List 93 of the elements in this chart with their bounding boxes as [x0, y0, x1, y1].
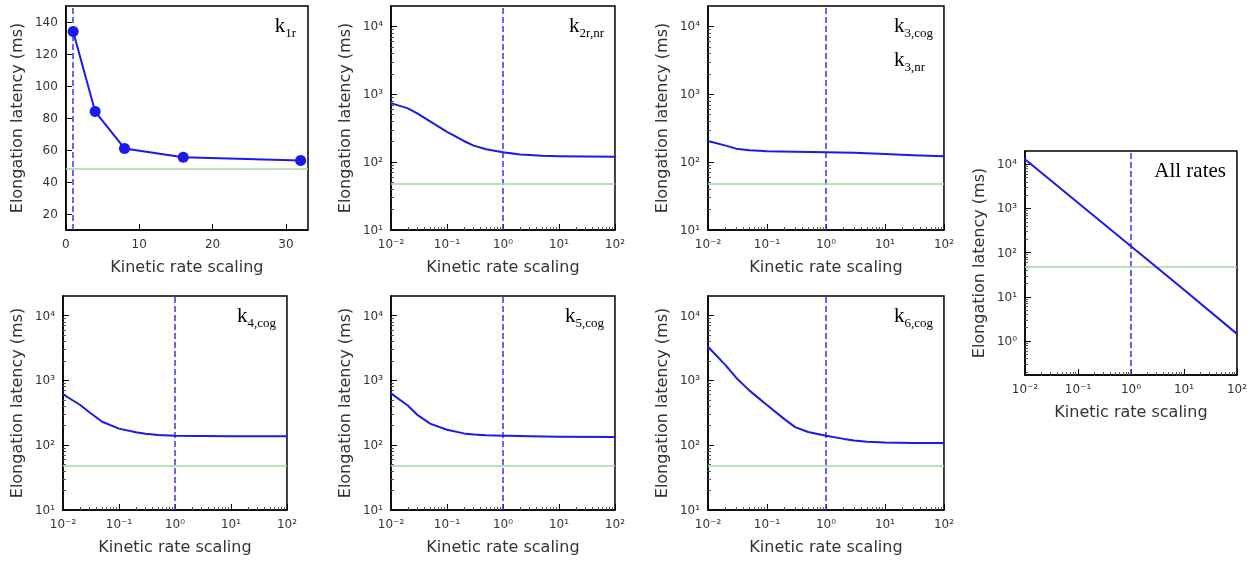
y-axis-title: Elongation latency (ms) [651, 307, 671, 499]
y-tick-label: 10⁴ [996, 157, 1018, 172]
y-tick-label: 10² [679, 438, 701, 453]
x-tick-label: 10⁻¹ [105, 517, 133, 531]
x-tick-label: 10⁰ [1120, 382, 1142, 396]
x-tick-label: 10¹ [548, 517, 570, 531]
x-axis-title: Kinetic rate scaling [98, 536, 252, 556]
y-tick-label: 40 [42, 175, 58, 189]
y-tick-label: 10⁴ [362, 308, 384, 323]
annotation: k$_{4,cog}$ [236, 302, 276, 333]
x-axis-title: Kinetic rate scaling [749, 536, 903, 556]
y-tick-label: 10³ [679, 373, 701, 388]
point [295, 154, 307, 166]
annotation: k$_{2r,nr}$ [569, 12, 604, 43]
y-axis-title: Elongation latency (ms) [968, 167, 988, 359]
y-tick-label: 10² [679, 155, 701, 170]
x-tick-label: 10⁰ [815, 237, 837, 251]
x-tick-label: 10¹ [548, 237, 570, 251]
annotation: k$_{3,nr}$ [893, 46, 927, 77]
annotation: All rates [1154, 157, 1226, 183]
x-tick-label: 10² [276, 517, 298, 531]
annotation: k$_{1r}$ [274, 12, 296, 43]
x-tick-label: 10⁻² [49, 517, 77, 531]
x-tick-label: 10⁻¹ [753, 237, 781, 251]
y-tick-label: 10⁴ [362, 19, 384, 34]
y-tick-label: 10² [34, 438, 56, 453]
point [67, 26, 79, 38]
y-axis-title: Elongation latency (ms) [334, 22, 354, 214]
x-tick-label: 10⁻² [694, 237, 722, 251]
y-tick-label: 10³ [362, 373, 384, 388]
x-axis-title: Kinetic rate scaling [1054, 401, 1208, 421]
y-tick-label: 10⁰ [996, 334, 1018, 348]
x-tick-label: 20 [204, 237, 221, 251]
y-tick-label: 10¹ [996, 289, 1018, 304]
annotation: k$_{5,cog}$ [564, 302, 604, 333]
x-tick-label: 10⁰ [492, 237, 514, 251]
x-axis-title: Kinetic rate scaling [749, 256, 903, 276]
line-series [1023, 158, 1238, 335]
y-tick-label: 120 [34, 47, 58, 61]
annotation: k$_{6,cog}$ [893, 302, 933, 333]
y-tick-label: 10² [362, 155, 384, 170]
x-tick-label: 30 [278, 237, 294, 251]
x-tick-label: 10⁻¹ [1064, 382, 1092, 396]
x-tick-label: 10⁻² [377, 237, 405, 251]
y-axis-title: Elongation latency (ms) [6, 307, 26, 499]
x-tick-label: 0 [61, 237, 70, 251]
point [177, 151, 189, 163]
x-tick-label: 10² [604, 237, 626, 251]
x-tick-label: 10¹ [874, 517, 896, 531]
x-tick-label: 10² [604, 517, 626, 531]
y-tick-label: 20 [42, 207, 58, 221]
annotation: k$_{3,cog}$ [893, 12, 933, 43]
x-axis-title: Kinetic rate scaling [426, 536, 580, 556]
y-tick-label: 10¹ [679, 223, 701, 237]
x-tick-label: 10⁻² [377, 517, 405, 531]
x-axis-title: Kinetic rate scaling [426, 256, 580, 276]
x-axis-title: Kinetic rate scaling [110, 256, 264, 276]
y-tick-label: 10⁴ [679, 308, 701, 323]
y-tick-label: 10¹ [362, 223, 384, 237]
x-tick-label: 10⁰ [815, 517, 837, 531]
y-tick-label: 10¹ [362, 503, 384, 517]
y-tick-label: 100 [34, 79, 58, 93]
y-tick-label: 10³ [362, 87, 384, 102]
y-tick-label: 10³ [679, 87, 701, 102]
y-tick-label: 10³ [34, 373, 56, 388]
y-tick-label: 10¹ [679, 503, 701, 517]
x-tick-label: 10 [131, 237, 147, 251]
y-tick-label: 140 [34, 15, 58, 29]
x-tick-label: 10⁻¹ [753, 517, 781, 531]
y-axis-title: Elongation latency (ms) [6, 22, 26, 214]
y-tick-label: 10⁴ [679, 19, 701, 34]
y-tick-label: 10⁴ [34, 308, 56, 323]
x-tick-label: 10¹ [874, 237, 896, 251]
y-axis-title: Elongation latency (ms) [334, 307, 354, 499]
y-tick-label: 10³ [996, 201, 1018, 216]
x-tick-label: 10⁻¹ [433, 517, 461, 531]
x-tick-label: 10⁰ [492, 517, 514, 531]
x-tick-label: 10⁰ [164, 517, 186, 531]
x-tick-label: 10⁻² [1011, 382, 1039, 396]
y-axis-title: Elongation latency (ms) [651, 22, 671, 214]
y-tick-label: 80 [42, 111, 58, 125]
x-tick-label: 10¹ [220, 517, 242, 531]
x-tick-label: 10⁻¹ [433, 237, 461, 251]
point [119, 142, 131, 154]
y-tick-label: 10¹ [34, 503, 56, 517]
x-tick-label: 10⁻² [694, 517, 722, 531]
x-tick-label: 10² [933, 237, 955, 251]
x-tick-label: 10¹ [1173, 382, 1195, 396]
y-tick-label: 10² [362, 438, 384, 453]
x-tick-label: 10² [1226, 382, 1248, 396]
x-tick-label: 10² [933, 517, 955, 531]
y-tick-label: 60 [42, 143, 58, 157]
point [89, 106, 101, 118]
